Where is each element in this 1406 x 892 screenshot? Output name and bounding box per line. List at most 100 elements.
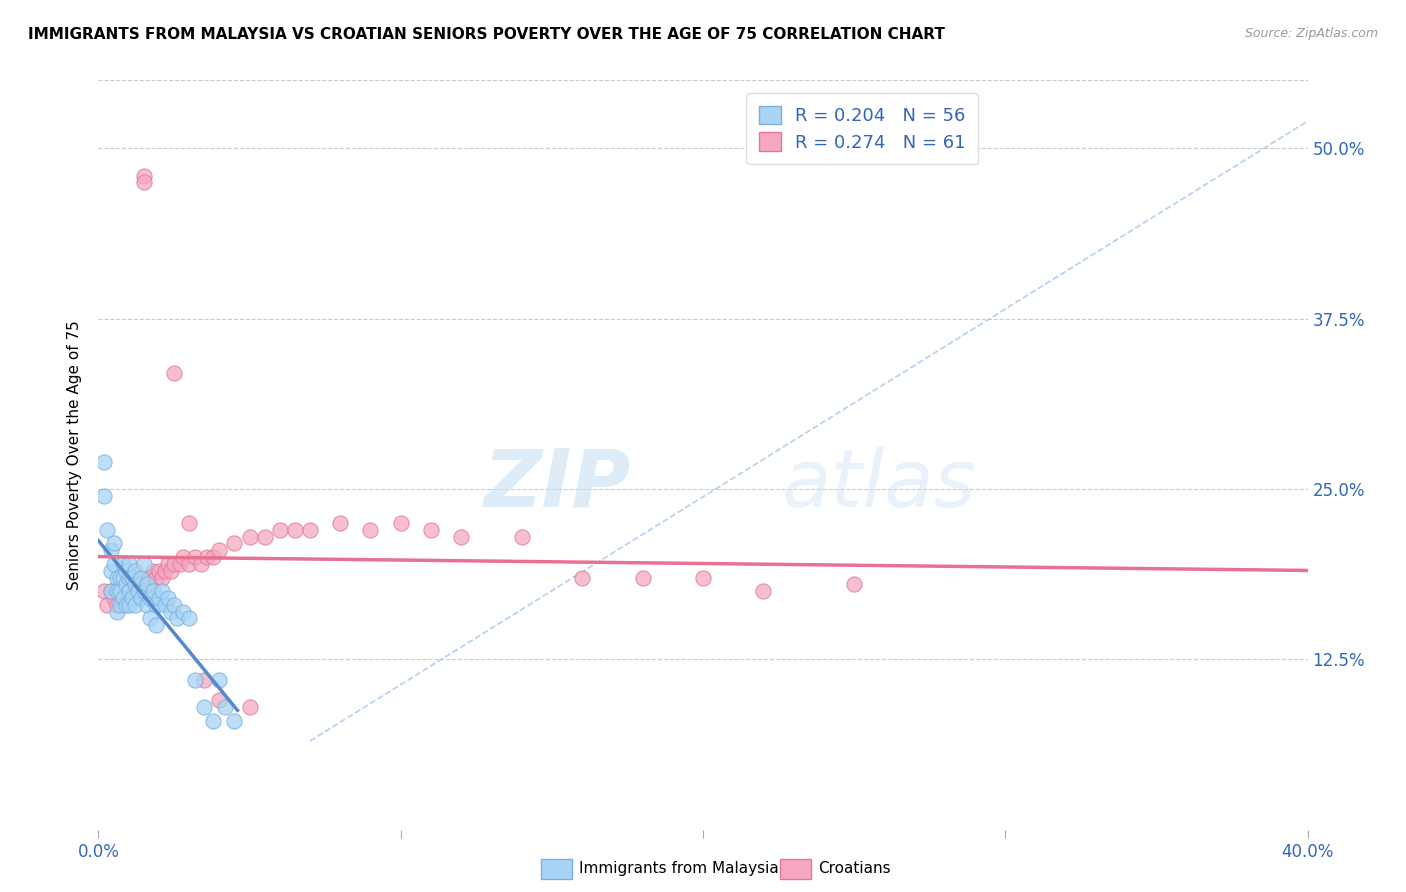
Point — [111, 591, 134, 605]
Point — [214, 700, 236, 714]
Point — [118, 584, 141, 599]
Point — [148, 564, 170, 578]
Point — [208, 673, 231, 687]
Point — [145, 570, 167, 584]
Point — [124, 598, 146, 612]
Point — [121, 570, 143, 584]
Point — [510, 530, 533, 544]
Point — [135, 577, 157, 591]
Point — [132, 557, 155, 571]
Point — [202, 714, 225, 728]
Point — [121, 591, 143, 605]
Point — [132, 570, 155, 584]
Point — [844, 577, 866, 591]
Point — [169, 557, 191, 571]
Point — [148, 591, 170, 605]
Point — [105, 570, 128, 584]
Point — [93, 584, 115, 599]
Point — [96, 598, 118, 612]
Point — [100, 564, 122, 578]
Point — [93, 489, 115, 503]
Text: Immigrants from Malaysia: Immigrants from Malaysia — [579, 862, 779, 876]
Point — [135, 598, 157, 612]
Point — [118, 584, 141, 599]
Point — [150, 584, 173, 599]
Point — [150, 570, 173, 584]
Point — [692, 570, 714, 584]
Point — [135, 577, 157, 591]
Point — [329, 516, 352, 530]
Point — [114, 564, 136, 578]
Point — [153, 598, 176, 612]
Point — [299, 523, 322, 537]
Point — [96, 523, 118, 537]
Point — [129, 577, 152, 591]
Point — [752, 584, 775, 599]
Point — [239, 530, 262, 544]
Point — [163, 557, 186, 571]
Point — [127, 584, 149, 599]
Point — [103, 536, 125, 550]
Point — [108, 584, 131, 599]
Point — [208, 543, 231, 558]
Point — [103, 591, 125, 605]
Point — [195, 550, 218, 565]
Text: Source: ZipAtlas.com: Source: ZipAtlas.com — [1244, 27, 1378, 40]
Point — [160, 564, 183, 578]
Point — [127, 584, 149, 599]
Point — [193, 700, 215, 714]
Y-axis label: Seniors Poverty Over the Age of 75: Seniors Poverty Over the Age of 75 — [67, 320, 83, 590]
Point — [108, 584, 131, 599]
Point — [224, 714, 246, 728]
Point — [224, 536, 246, 550]
Point — [132, 169, 155, 183]
Point — [179, 557, 201, 571]
Point — [124, 584, 146, 599]
Point — [124, 564, 146, 578]
Point — [208, 693, 231, 707]
Point — [202, 550, 225, 565]
Text: Croatians: Croatians — [818, 862, 891, 876]
Point — [118, 570, 141, 584]
Point — [190, 557, 212, 571]
Point — [184, 673, 207, 687]
Text: ZIP: ZIP — [484, 446, 630, 524]
Point — [156, 591, 179, 605]
Point — [450, 530, 472, 544]
Point — [105, 584, 128, 599]
Point — [100, 543, 122, 558]
Legend: R = 0.204   N = 56, R = 0.274   N = 61: R = 0.204 N = 56, R = 0.274 N = 61 — [747, 93, 979, 164]
Point — [142, 564, 165, 578]
Point — [163, 598, 186, 612]
Point — [100, 584, 122, 599]
Point — [108, 570, 131, 584]
Point — [111, 557, 134, 571]
Point — [631, 570, 654, 584]
Point — [139, 591, 162, 605]
Point — [184, 550, 207, 565]
Point — [420, 523, 443, 537]
Point — [100, 584, 122, 599]
Point — [114, 577, 136, 591]
Point — [114, 577, 136, 591]
Point — [139, 570, 162, 584]
Point — [139, 611, 162, 625]
Point — [121, 584, 143, 599]
Text: IMMIGRANTS FROM MALAYSIA VS CROATIAN SENIORS POVERTY OVER THE AGE OF 75 CORRELAT: IMMIGRANTS FROM MALAYSIA VS CROATIAN SEN… — [28, 27, 945, 42]
Point — [111, 598, 134, 612]
Point — [118, 570, 141, 584]
Point — [172, 550, 194, 565]
Point — [103, 557, 125, 571]
Point — [172, 605, 194, 619]
Point — [105, 605, 128, 619]
Point — [284, 523, 307, 537]
Point — [163, 366, 186, 380]
Point — [132, 176, 155, 190]
Point — [111, 591, 134, 605]
Point — [93, 455, 115, 469]
Point — [193, 673, 215, 687]
Point — [160, 605, 183, 619]
Point — [142, 584, 165, 599]
Point — [269, 523, 291, 537]
Point — [571, 570, 593, 584]
